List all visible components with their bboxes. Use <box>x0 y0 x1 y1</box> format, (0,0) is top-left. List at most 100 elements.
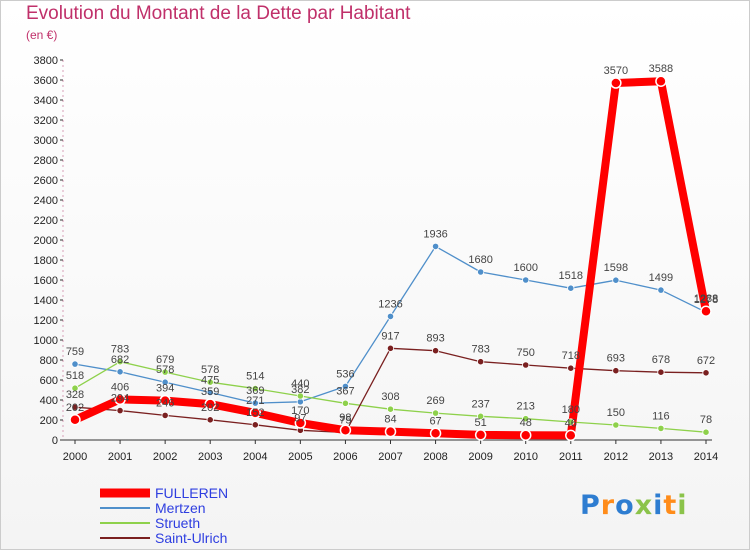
x-tick-label: 2009 <box>468 451 492 463</box>
data-point-fulleren <box>565 429 577 442</box>
data-label-mertzen: 1680 <box>468 254 492 266</box>
data-point-mertzen <box>161 378 169 386</box>
data-point-mertzen <box>612 276 620 284</box>
data-label-fulleren: 51 <box>475 417 487 429</box>
x-tick-label: 2013 <box>649 451 673 463</box>
y-tick-label: 1200 <box>34 315 58 327</box>
x-tick-label: 2010 <box>513 451 537 463</box>
x-tick-label: 2004 <box>243 451 267 463</box>
data-point-strueth <box>386 405 395 413</box>
data-point-mertzen <box>386 312 395 320</box>
data-point-strueth <box>296 392 304 400</box>
data-point-saint-ulrich <box>71 403 79 411</box>
data-point-fulleren <box>655 75 667 87</box>
chart-unit: (en €) <box>26 28 58 42</box>
data-label-mertzen: 536 <box>336 368 354 380</box>
data-label-strueth: 78 <box>700 414 712 426</box>
data-label-strueth: 269 <box>426 395 444 407</box>
proxiti-logo: Proxiti <box>580 490 688 521</box>
data-point-strueth <box>71 384 79 392</box>
data-label-saint-ulrich: 783 <box>471 344 489 356</box>
x-tick-label: 2000 <box>63 451 87 463</box>
data-label-saint-ulrich: 917 <box>381 330 399 342</box>
data-label-strueth: 237 <box>471 398 489 410</box>
data-point-fulleren <box>114 393 126 406</box>
data-point-saint-ulrich <box>612 367 620 375</box>
data-label-strueth: 518 <box>66 370 84 382</box>
data-point-saint-ulrich <box>161 411 169 419</box>
chart-title: Evolution du Montant de la Dette par Hab… <box>26 3 411 24</box>
data-label-strueth: 783 <box>111 344 129 356</box>
data-label-fulleren: 48 <box>520 417 532 429</box>
data-label-mertzen: 382 <box>291 384 309 396</box>
y-tick-label: 1400 <box>34 295 58 307</box>
y-tick-label: 2400 <box>34 195 58 207</box>
data-label-strueth: 440 <box>291 378 309 390</box>
data-point-strueth <box>477 412 485 420</box>
data-label-strueth: 150 <box>607 407 625 419</box>
data-label-fulleren: 394 <box>156 383 174 395</box>
legend-label-saint-ulrich: Saint-Ulrich <box>155 530 227 546</box>
data-label-mertzen: 1278 <box>694 294 718 306</box>
data-label-saint-ulrich: 693 <box>607 353 625 365</box>
series-points <box>69 75 712 442</box>
data-point-mertzen <box>206 388 214 397</box>
data-label-strueth: 213 <box>517 401 535 413</box>
data-point-saint-ulrich <box>477 358 485 366</box>
legend-label-strueth: Strueth <box>155 515 200 531</box>
data-point-saint-ulrich <box>567 364 575 372</box>
y-tick-label: 400 <box>40 395 58 407</box>
data-point-saint-ulrich <box>251 421 259 429</box>
y-tick-label: 2000 <box>34 235 58 247</box>
data-labels: 202 406 394 359 271 170 98 84 67 51 48 46 3570 3588 12… <box>66 63 718 429</box>
data-label-saint-ulrich: 75 <box>339 415 351 427</box>
y-tick-label: 0 <box>52 435 58 447</box>
data-point-saint-ulrich <box>431 347 440 355</box>
data-label-strueth: 308 <box>381 391 399 403</box>
data-label-saint-ulrich: 678 <box>652 354 670 366</box>
data-label-fulleren: 84 <box>384 414 396 426</box>
data-point-mertzen <box>431 242 440 250</box>
data-label-fulleren: 3570 <box>604 65 628 77</box>
x-tick-label: 2011 <box>559 451 583 463</box>
data-label-mertzen: 759 <box>66 346 84 358</box>
data-label-fulleren: 359 <box>201 386 219 398</box>
y-tick-label: 3200 <box>34 115 58 127</box>
data-point-mertzen <box>477 268 485 276</box>
data-point-saint-ulrich <box>386 344 395 352</box>
data-label-fulleren: 1288 <box>694 293 718 305</box>
data-label-strueth: 116 <box>652 410 670 422</box>
data-point-strueth <box>116 358 124 366</box>
data-point-fulleren <box>69 414 81 426</box>
y-tick-label: 1600 <box>34 275 58 287</box>
data-label-mertzen: 1499 <box>649 272 673 284</box>
data-point-saint-ulrich <box>522 361 530 369</box>
data-label-strueth: 180 <box>562 404 580 416</box>
data-point-saint-ulrich <box>206 416 214 424</box>
x-tick-label: 2006 <box>333 451 357 463</box>
data-label-saint-ulrich: 718 <box>562 350 580 362</box>
data-label-fulleren: 3588 <box>649 63 673 75</box>
data-label-strueth: 578 <box>201 364 219 376</box>
data-label-fulleren: 46 <box>565 417 577 429</box>
x-tick-label: 2012 <box>604 451 628 463</box>
data-label-saint-ulrich: 294 <box>111 393 129 405</box>
data-label-mertzen: 1518 <box>559 270 583 282</box>
data-label-mertzen: 1600 <box>513 262 537 274</box>
x-tick-label: 2005 <box>288 451 312 463</box>
y-tick-label: 1800 <box>34 255 58 267</box>
data-point-strueth <box>612 421 620 429</box>
data-label-saint-ulrich: 893 <box>426 333 444 345</box>
data-label-fulleren: 98 <box>339 412 351 424</box>
data-point-saint-ulrich <box>657 368 665 376</box>
data-label-fulleren: 406 <box>111 381 129 393</box>
data-label-fulleren: 67 <box>429 415 441 427</box>
legend-label-fulleren: FULLEREN <box>155 485 228 501</box>
data-label-mertzen: 1936 <box>423 228 447 240</box>
y-tick-label: 200 <box>40 415 58 427</box>
y-tick-label: 3800 <box>34 55 58 67</box>
y-tick-label: 1000 <box>34 335 58 347</box>
data-point-mertzen <box>71 360 79 368</box>
